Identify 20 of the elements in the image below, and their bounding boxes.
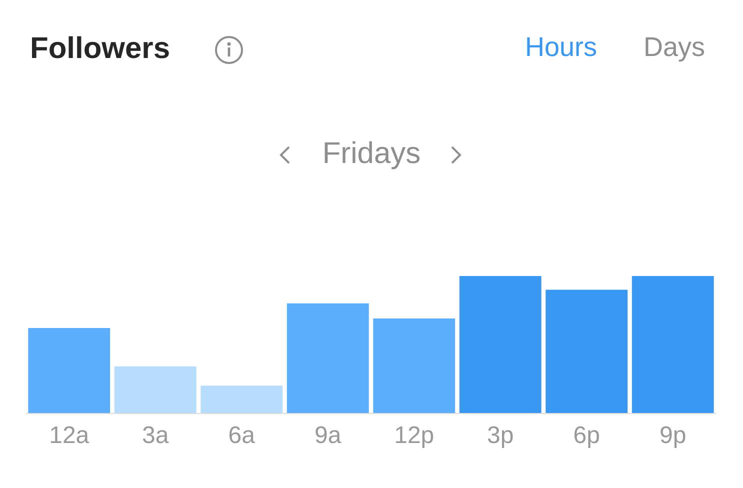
bar [114,366,196,413]
x-tick-label: 9p [660,422,686,449]
x-tick-label: 12a [49,422,90,449]
x-tick-label: 3a [142,422,170,449]
x-tick-label: 9a [314,422,342,449]
bar [28,328,110,413]
x-tick-label: 3p [487,422,514,449]
bar [459,276,542,413]
text: Hours [524,32,597,63]
bar [200,386,283,413]
chart-title: Followers [30,32,170,66]
bar [546,290,628,413]
text: Days [643,32,705,63]
bar [632,276,714,413]
chart-subtitle: Fridays [321,137,422,171]
x-tick-label: 12p [394,422,434,449]
bar [373,318,456,413]
bar [286,303,369,413]
x-tick-label: 6a [228,422,256,449]
x-tick-label: 6p [573,422,600,449]
